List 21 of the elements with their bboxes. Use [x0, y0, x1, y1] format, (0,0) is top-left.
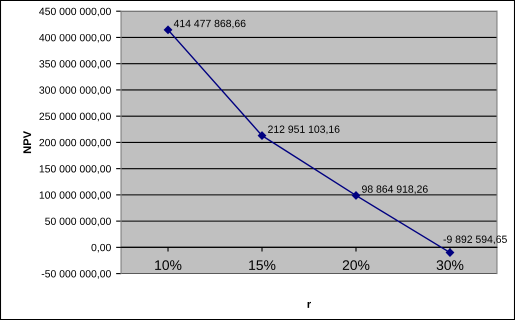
data-label: 98 864 918,26 — [362, 185, 428, 194]
y-tick-label: 450 000 000,00 — [39, 8, 111, 16]
x-tick-label: 15% — [249, 260, 276, 270]
data-label: 212 951 103,16 — [268, 126, 340, 134]
y-tick-label: 50 000 000,00 — [45, 218, 111, 226]
x-axis-title: r — [308, 302, 311, 308]
x-tick-label: 20% — [342, 260, 370, 270]
y-tick-label: 350 000 000,00 — [39, 60, 111, 69]
data-label: 414 477 868,66 — [174, 20, 246, 28]
y-tick-label: 200 000 000,00 — [39, 138, 111, 148]
x-tick-label: 10% — [155, 260, 182, 270]
data-label: -9 892 594,65 — [444, 236, 507, 244]
y-tick-label: 0,00 — [91, 244, 111, 252]
x-tick-label: 30% — [436, 260, 464, 270]
y-tick-label: 250 000 000,00 — [39, 112, 111, 122]
y-tick-label: 100 000 000,00 — [40, 191, 111, 200]
y-tick-label: 300 000 000,00 — [39, 86, 111, 96]
y-tick-label: 400 000 000,00 — [39, 34, 111, 43]
y-axis-title: NPV — [23, 131, 32, 154]
y-tick-label: 150 000 000,00 — [40, 165, 111, 174]
y-tick-label: -50 000 000,00 — [42, 270, 111, 279]
